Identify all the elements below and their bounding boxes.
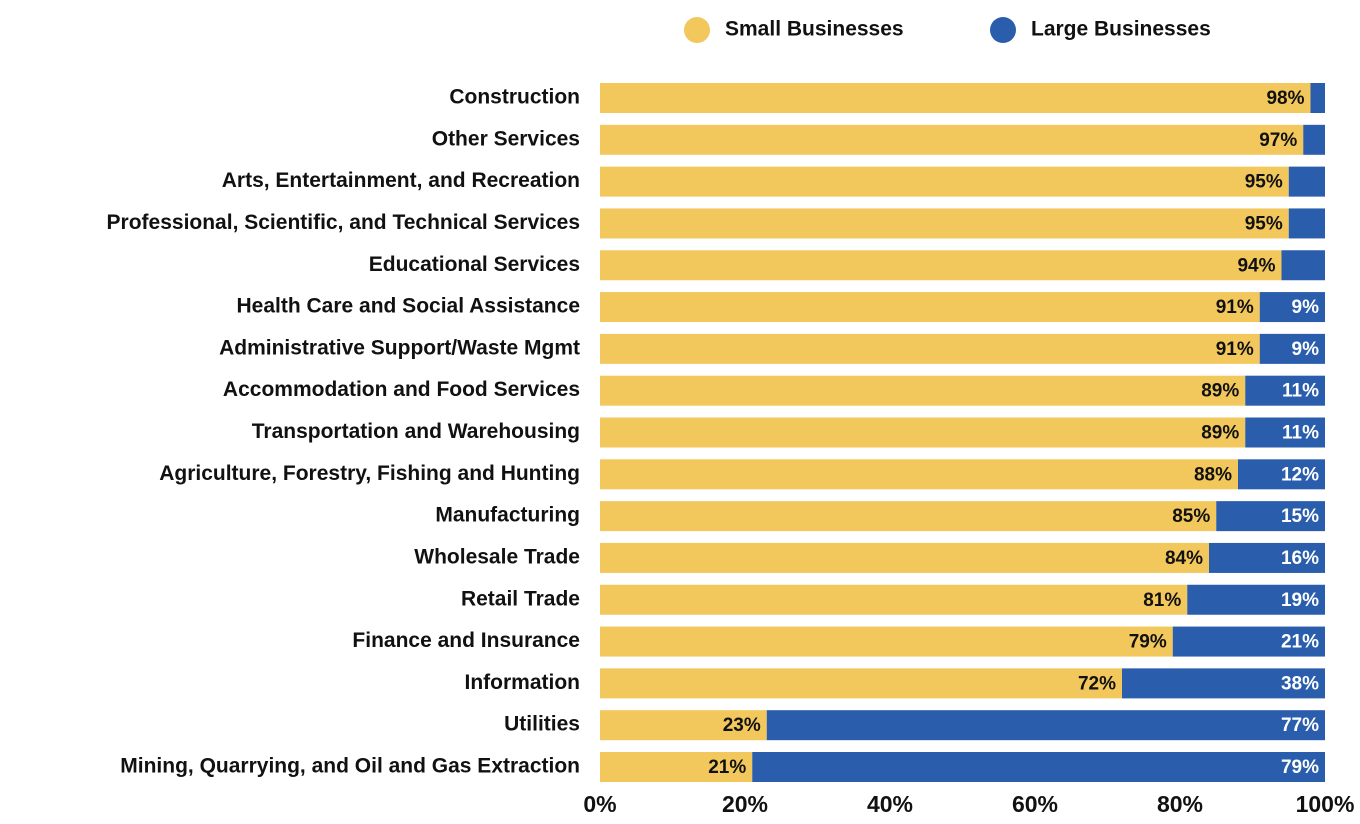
x-tick-label: 80%: [1157, 791, 1203, 817]
bar-segment: [600, 375, 1246, 406]
value-label: 95%: [1245, 172, 1283, 193]
bar-segment: [600, 417, 1246, 448]
y-tick-label: Transportation and Warehousing: [252, 420, 580, 443]
value-label: 9%: [1292, 297, 1320, 318]
y-tick-label: Other Services: [432, 127, 580, 150]
value-label: 91%: [1216, 297, 1254, 318]
bar-segment: [600, 166, 1289, 197]
value-label: 21%: [1281, 632, 1319, 653]
value-label: 72%: [1078, 673, 1116, 694]
bar-segment: [600, 124, 1304, 155]
y-tick-label: Finance and Insurance: [352, 629, 580, 652]
bar-segment: [600, 584, 1188, 615]
value-label: 94%: [1237, 255, 1275, 276]
y-tick-label: Health Care and Social Assistance: [236, 295, 580, 318]
bar-segment: [1281, 250, 1325, 281]
value-label: 79%: [1281, 757, 1319, 778]
y-tick-label: Utilities: [504, 713, 580, 736]
value-label: 85%: [1172, 506, 1210, 527]
value-label: 89%: [1201, 381, 1239, 402]
y-tick-label: Agriculture, Forestry, Fishing and Hunti…: [159, 462, 580, 485]
bar-segment: [1288, 208, 1325, 239]
x-tick-label: 20%: [722, 791, 768, 817]
value-label: 91%: [1216, 339, 1254, 360]
bar-segment: [600, 668, 1122, 699]
value-label: 12%: [1281, 464, 1319, 485]
bar-segment: [600, 752, 753, 782]
value-label: 95%: [1245, 213, 1283, 234]
bar-segment: [600, 292, 1260, 323]
bar-segment: [752, 752, 1325, 782]
value-label: 15%: [1281, 506, 1319, 527]
value-label: 81%: [1143, 590, 1181, 611]
y-tick-label: Educational Services: [369, 253, 580, 276]
value-label: 98%: [1266, 88, 1304, 109]
bar-segment: [600, 501, 1217, 532]
bar-segment: [600, 250, 1282, 281]
legend-swatch: [684, 17, 710, 43]
bar-segment: [600, 333, 1260, 364]
y-tick-label: Construction: [449, 86, 580, 109]
x-tick-label: 100%: [1296, 791, 1355, 817]
legend-swatch: [990, 17, 1016, 43]
value-label: 89%: [1201, 423, 1239, 444]
x-tick-label: 0%: [583, 791, 616, 817]
bar-segment: [1172, 626, 1325, 657]
bar-segment: [1216, 501, 1325, 532]
y-tick-label: Retail Trade: [461, 587, 580, 610]
value-label: 88%: [1194, 464, 1232, 485]
bar-segment: [1303, 124, 1325, 155]
value-label: 16%: [1281, 548, 1319, 569]
y-tick-label: Arts, Entertainment, and Recreation: [222, 169, 580, 192]
value-label: 19%: [1281, 590, 1319, 611]
y-tick-label: Manufacturing: [435, 504, 580, 527]
value-label: 9%: [1292, 339, 1320, 360]
bar-segment: [600, 208, 1289, 239]
value-label: 77%: [1281, 715, 1319, 736]
x-tick-label: 40%: [867, 791, 913, 817]
bar-segment: [600, 542, 1209, 573]
value-label: 38%: [1281, 673, 1319, 694]
bar-segment: [600, 626, 1173, 657]
bar-segment: [600, 83, 1311, 113]
y-tick-label: Accommodation and Food Services: [223, 378, 580, 401]
value-label: 97%: [1259, 130, 1297, 151]
bar-segment: [1122, 668, 1325, 699]
value-label: 84%: [1165, 548, 1203, 569]
y-tick-label: Wholesale Trade: [414, 545, 580, 568]
bar-segment: [1245, 417, 1325, 448]
value-label: 11%: [1282, 423, 1319, 444]
legend-label: Small Businesses: [725, 18, 904, 41]
y-tick-label: Information: [465, 671, 581, 694]
bar-segment: [1310, 83, 1325, 113]
bar-segment: [1259, 292, 1325, 323]
bar-segment: [766, 710, 1325, 741]
value-label: 11%: [1282, 381, 1319, 402]
x-tick-label: 60%: [1012, 791, 1058, 817]
bar-segment: [1245, 375, 1325, 406]
bar-segment: [1238, 459, 1325, 490]
bar-segment: [1259, 333, 1325, 364]
plot-area: [600, 83, 1325, 782]
value-label: 21%: [708, 757, 746, 778]
bar-segment: [600, 710, 767, 741]
bar-segment: [600, 459, 1238, 490]
y-tick-label: Administrative Support/Waste Mgmt: [219, 336, 580, 359]
value-label: 79%: [1129, 632, 1167, 653]
y-tick-label: Professional, Scientific, and Technical …: [107, 211, 580, 234]
bar-segment: [1288, 166, 1325, 197]
bar-segment: [1187, 584, 1325, 615]
y-tick-label: Mining, Quarrying, and Oil and Gas Extra…: [120, 755, 580, 778]
value-label: 23%: [723, 715, 761, 736]
legend-label: Large Businesses: [1031, 18, 1211, 41]
bar-segment: [1209, 542, 1325, 573]
